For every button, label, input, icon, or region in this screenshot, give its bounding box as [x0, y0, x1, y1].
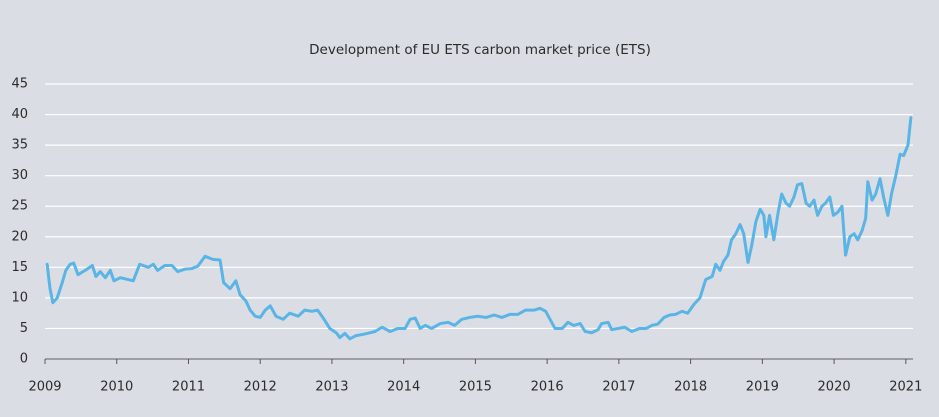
y-tick-label: 40 [11, 107, 28, 122]
y-tick-label: 45 [11, 77, 28, 92]
y-tick-label: 10 [11, 290, 28, 305]
y-tick-label: 15 [11, 260, 28, 275]
x-tick-label: 2009 [28, 380, 61, 395]
y-tick-label: 0 [20, 352, 28, 367]
x-tick-label: 2013 [315, 380, 348, 395]
x-tick-label: 2016 [531, 380, 564, 395]
price-line [45, 116, 913, 341]
x-tick-label: 2018 [674, 380, 707, 395]
x-tick-label: 2012 [244, 380, 277, 395]
x-tick-label: 2021 [889, 380, 922, 395]
y-tick-label: 20 [11, 229, 28, 244]
x-tick-label: 2014 [387, 380, 420, 395]
x-tick-label: 2019 [746, 380, 779, 395]
chart-title: Development of EU ETS carbon market pric… [309, 42, 651, 58]
y-tick-label: 35 [11, 138, 28, 153]
x-tick-label: 2015 [459, 380, 492, 395]
x-tick-label: 2010 [100, 380, 133, 395]
x-tick-label: 2011 [172, 380, 205, 395]
x-tick-label: 2017 [602, 380, 635, 395]
y-tick-label: 5 [20, 321, 28, 336]
y-tick-label: 25 [11, 199, 28, 214]
x-tick-label: 2020 [818, 380, 851, 395]
y-tick-label: 30 [11, 168, 28, 183]
